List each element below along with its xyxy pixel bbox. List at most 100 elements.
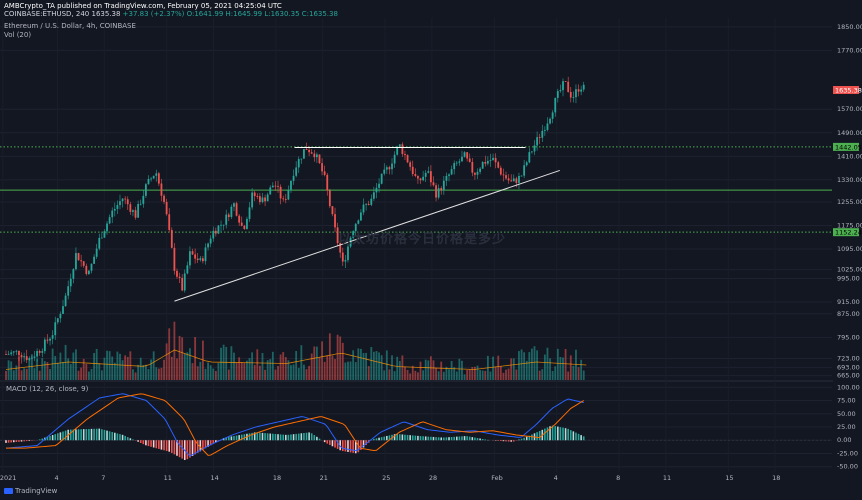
candle-body (67, 286, 70, 296)
macd-histogram-bar (432, 436, 435, 441)
candle-body (217, 225, 220, 234)
volume-bar (455, 371, 458, 380)
tradingview-logo-icon (4, 488, 13, 494)
candle-body (367, 203, 370, 205)
price-tick-label: 1570.00 (837, 105, 862, 113)
volume-bar (227, 369, 230, 380)
macd-histogram-bar (520, 438, 523, 441)
candle-body (455, 162, 458, 164)
macd-histogram-bar (46, 436, 49, 441)
candle-body (572, 97, 575, 98)
volume-bar (297, 367, 300, 380)
volume-bar (396, 356, 399, 380)
macd-histogram-bar (7, 440, 10, 443)
volume-bar (199, 361, 202, 380)
macd-histogram-bar (10, 440, 12, 443)
volume-bar (502, 372, 505, 380)
candle-body (59, 313, 62, 319)
macd-tick-label: 100.00 (837, 383, 860, 391)
candle-body (507, 178, 510, 181)
macd-histogram-bar (468, 436, 471, 441)
candle-body (536, 137, 538, 146)
macd-histogram-bar (554, 426, 557, 441)
brand-name: TradingView (15, 487, 58, 495)
macd-histogram-bar (463, 436, 466, 441)
candle-body (173, 247, 176, 271)
macd-histogram-bar (557, 426, 559, 441)
volume-bar (279, 354, 282, 380)
volume-bar (220, 347, 222, 380)
volume-bar (98, 363, 101, 380)
macd-histogram-bar (430, 436, 432, 441)
macd-histogram-bar (69, 429, 72, 441)
volume-bar (554, 366, 557, 380)
ohlc-values: O:1641.99 H:1645.99 L:1630.35 C:1635.38 (186, 10, 338, 18)
candle-body (453, 163, 456, 170)
macd-histogram-bar (445, 437, 448, 441)
candle-body (520, 175, 523, 177)
candle-body (25, 356, 28, 361)
candle-body (54, 322, 57, 336)
macd-histogram-bar (523, 437, 525, 441)
macd-histogram-bar (59, 432, 62, 441)
macd-histogram-bar (212, 440, 215, 444)
volume-bar (505, 369, 507, 380)
macd-histogram-bar (476, 438, 479, 441)
volume-bar (85, 363, 88, 380)
volume-bar (189, 348, 191, 380)
candle-body (360, 212, 362, 221)
macd-histogram-bar (546, 427, 549, 441)
time-tick-label: 14 (210, 474, 218, 482)
candle-body (414, 173, 417, 176)
volume-bar (541, 369, 544, 380)
volume-bar (25, 368, 28, 380)
candle-body (121, 198, 124, 202)
volume-bar (204, 368, 207, 380)
volume-bar (248, 358, 251, 380)
macd-histogram-bar (158, 440, 160, 449)
volume-bar (481, 370, 484, 380)
macd-histogram-bar (393, 434, 396, 441)
time-tick-label: 15 (725, 474, 733, 482)
volume-bar (33, 368, 36, 380)
time-tick-label: 18 (772, 474, 780, 482)
macd-histogram-bar (25, 440, 28, 442)
macd-histogram-bar (528, 435, 531, 441)
macd-histogram-bar (435, 437, 437, 441)
macd-histogram-bar (85, 429, 88, 441)
macd-histogram-bar (352, 440, 354, 453)
candle-body (222, 224, 225, 226)
volume-bar (246, 360, 248, 380)
volume-bar (287, 360, 290, 380)
volume-label: Vol (20) (4, 31, 32, 39)
macd-histogram-bar (544, 428, 546, 441)
candle-body (56, 318, 59, 323)
macd-histogram-bar (481, 438, 484, 441)
candle-body (90, 263, 93, 271)
macd-histogram-bar (23, 440, 25, 442)
candle-body (310, 152, 313, 154)
volume-bar (383, 370, 386, 380)
candle-body (380, 173, 383, 184)
macd-histogram-bar (217, 440, 220, 441)
macd-histogram-bar (577, 433, 580, 441)
candle-body (411, 166, 414, 174)
price-tick-label: 723.00 (837, 355, 860, 363)
macd-histogram-bar (388, 435, 391, 441)
volume-bar (75, 349, 77, 380)
macd-histogram-bar (303, 433, 305, 441)
macd-histogram-bar (292, 434, 295, 441)
macd-histogram-bar (344, 440, 347, 452)
volume-bar (225, 346, 228, 380)
candle-body (484, 161, 487, 164)
macd-histogram-bar (155, 440, 158, 449)
candle-body (305, 149, 308, 150)
volume-bar (103, 357, 106, 380)
candle-body (5, 354, 7, 355)
candle-body (204, 247, 207, 262)
macd-histogram-bar (326, 440, 329, 444)
volume-bar (435, 367, 437, 380)
candle-body (556, 91, 559, 98)
macd-histogram-bar (437, 437, 440, 441)
